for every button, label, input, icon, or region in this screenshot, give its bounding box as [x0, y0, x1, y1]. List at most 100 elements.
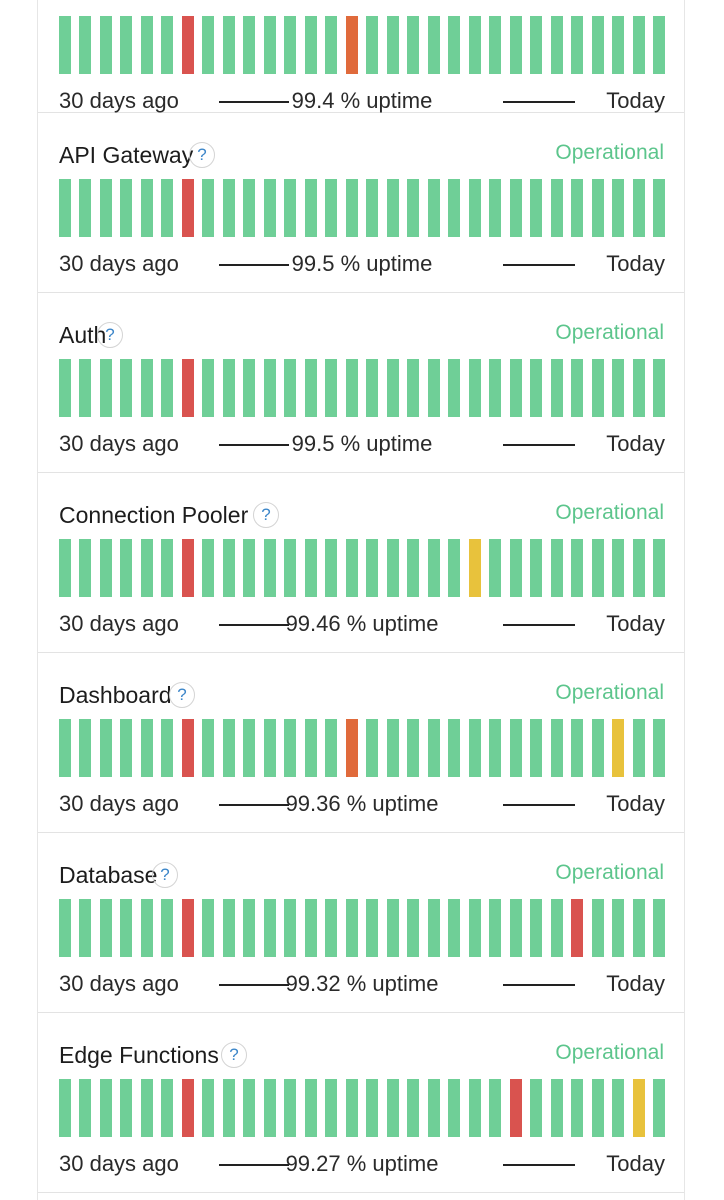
- uptime-day-bar[interactable]: [551, 899, 563, 957]
- uptime-day-bar[interactable]: [633, 179, 645, 237]
- uptime-day-bar[interactable]: [489, 179, 501, 237]
- uptime-day-bar[interactable]: [284, 359, 296, 417]
- uptime-day-bar[interactable]: [592, 1079, 604, 1137]
- question-mark-circle-icon[interactable]: ?: [253, 502, 279, 528]
- uptime-day-bar[interactable]: [79, 16, 91, 74]
- uptime-day-bar[interactable]: [612, 16, 624, 74]
- uptime-day-bar[interactable]: [223, 359, 235, 417]
- uptime-day-bar[interactable]: [141, 16, 153, 74]
- uptime-day-bar[interactable]: [79, 539, 91, 597]
- uptime-day-bar[interactable]: [387, 359, 399, 417]
- uptime-day-bar[interactable]: [530, 1079, 542, 1137]
- uptime-day-bar[interactable]: [182, 899, 194, 957]
- uptime-day-bar[interactable]: [202, 539, 214, 597]
- uptime-day-bar[interactable]: [264, 719, 276, 777]
- uptime-day-bar[interactable]: [428, 719, 440, 777]
- uptime-day-bar[interactable]: [79, 359, 91, 417]
- uptime-day-bar[interactable]: [182, 359, 194, 417]
- uptime-day-bar[interactable]: [264, 16, 276, 74]
- uptime-day-bar[interactable]: [571, 899, 583, 957]
- uptime-day-bar[interactable]: [510, 899, 522, 957]
- uptime-day-bar[interactable]: [428, 16, 440, 74]
- uptime-day-bar[interactable]: [120, 16, 132, 74]
- uptime-day-bar[interactable]: [407, 16, 419, 74]
- uptime-day-bar[interactable]: [592, 539, 604, 597]
- uptime-day-bar[interactable]: [264, 539, 276, 597]
- uptime-day-bar[interactable]: [653, 179, 665, 237]
- uptime-day-bar[interactable]: [612, 539, 624, 597]
- uptime-day-bar[interactable]: [161, 1079, 173, 1137]
- uptime-day-bar[interactable]: [284, 899, 296, 957]
- uptime-day-bar[interactable]: [387, 16, 399, 74]
- uptime-day-bar[interactable]: [407, 179, 419, 237]
- uptime-day-bar[interactable]: [428, 179, 440, 237]
- uptime-day-bar[interactable]: [59, 179, 71, 237]
- uptime-day-bar[interactable]: [551, 359, 563, 417]
- uptime-day-bar[interactable]: [633, 359, 645, 417]
- uptime-day-bar[interactable]: [202, 899, 214, 957]
- uptime-day-bar[interactable]: [202, 179, 214, 237]
- uptime-day-bar[interactable]: [653, 359, 665, 417]
- uptime-day-bar[interactable]: [551, 179, 563, 237]
- uptime-day-bar[interactable]: [633, 539, 645, 597]
- uptime-day-bar[interactable]: [161, 16, 173, 74]
- uptime-day-bar[interactable]: [284, 719, 296, 777]
- uptime-day-bar[interactable]: [100, 359, 112, 417]
- uptime-day-bar[interactable]: [653, 719, 665, 777]
- uptime-day-bar[interactable]: [161, 539, 173, 597]
- uptime-day-bar[interactable]: [612, 899, 624, 957]
- uptime-day-bar[interactable]: [79, 719, 91, 777]
- uptime-day-bar[interactable]: [510, 16, 522, 74]
- uptime-day-bar[interactable]: [407, 899, 419, 957]
- uptime-day-bar[interactable]: [407, 539, 419, 597]
- uptime-day-bar[interactable]: [489, 899, 501, 957]
- uptime-day-bar[interactable]: [510, 719, 522, 777]
- uptime-day-bar[interactable]: [366, 1079, 378, 1137]
- uptime-day-bar[interactable]: [284, 16, 296, 74]
- uptime-day-bar[interactable]: [120, 899, 132, 957]
- uptime-day-bar[interactable]: [469, 539, 481, 597]
- uptime-day-bar[interactable]: [264, 899, 276, 957]
- uptime-day-bar[interactable]: [530, 899, 542, 957]
- uptime-day-bar[interactable]: [59, 359, 71, 417]
- uptime-day-bar[interactable]: [633, 16, 645, 74]
- uptime-day-bar[interactable]: [100, 899, 112, 957]
- uptime-day-bar[interactable]: [489, 1079, 501, 1137]
- uptime-day-bar[interactable]: [59, 1079, 71, 1137]
- uptime-day-bar[interactable]: [489, 719, 501, 777]
- uptime-day-bar[interactable]: [489, 16, 501, 74]
- question-mark-circle-icon[interactable]: ?: [152, 862, 178, 888]
- question-mark-circle-icon[interactable]: ?: [97, 322, 123, 348]
- uptime-day-bar[interactable]: [243, 539, 255, 597]
- uptime-day-bar[interactable]: [79, 899, 91, 957]
- uptime-day-bar[interactable]: [530, 179, 542, 237]
- uptime-day-bar[interactable]: [141, 179, 153, 237]
- question-mark-circle-icon[interactable]: ?: [221, 1042, 247, 1068]
- uptime-day-bar[interactable]: [448, 539, 460, 597]
- uptime-day-bar[interactable]: [387, 179, 399, 237]
- uptime-day-bar[interactable]: [141, 1079, 153, 1137]
- uptime-day-bar[interactable]: [407, 1079, 419, 1137]
- uptime-day-bar[interactable]: [366, 719, 378, 777]
- uptime-day-bar[interactable]: [161, 359, 173, 417]
- uptime-day-bar[interactable]: [325, 539, 337, 597]
- uptime-day-bar[interactable]: [182, 179, 194, 237]
- uptime-day-bar[interactable]: [202, 359, 214, 417]
- uptime-day-bar[interactable]: [243, 16, 255, 74]
- uptime-day-bar[interactable]: [325, 16, 337, 74]
- uptime-day-bar[interactable]: [59, 719, 71, 777]
- uptime-day-bar[interactable]: [120, 1079, 132, 1137]
- uptime-day-bar[interactable]: [448, 359, 460, 417]
- uptime-day-bar[interactable]: [243, 179, 255, 237]
- uptime-day-bar[interactable]: [366, 359, 378, 417]
- uptime-day-bar[interactable]: [612, 1079, 624, 1137]
- uptime-day-bar[interactable]: [571, 16, 583, 74]
- uptime-day-bar[interactable]: [469, 899, 481, 957]
- uptime-day-bar[interactable]: [59, 899, 71, 957]
- uptime-day-bar[interactable]: [510, 359, 522, 417]
- uptime-day-bar[interactable]: [510, 1079, 522, 1137]
- uptime-day-bar[interactable]: [161, 179, 173, 237]
- uptime-day-bar[interactable]: [264, 1079, 276, 1137]
- uptime-day-bar[interactable]: [346, 539, 358, 597]
- uptime-day-bar[interactable]: [223, 719, 235, 777]
